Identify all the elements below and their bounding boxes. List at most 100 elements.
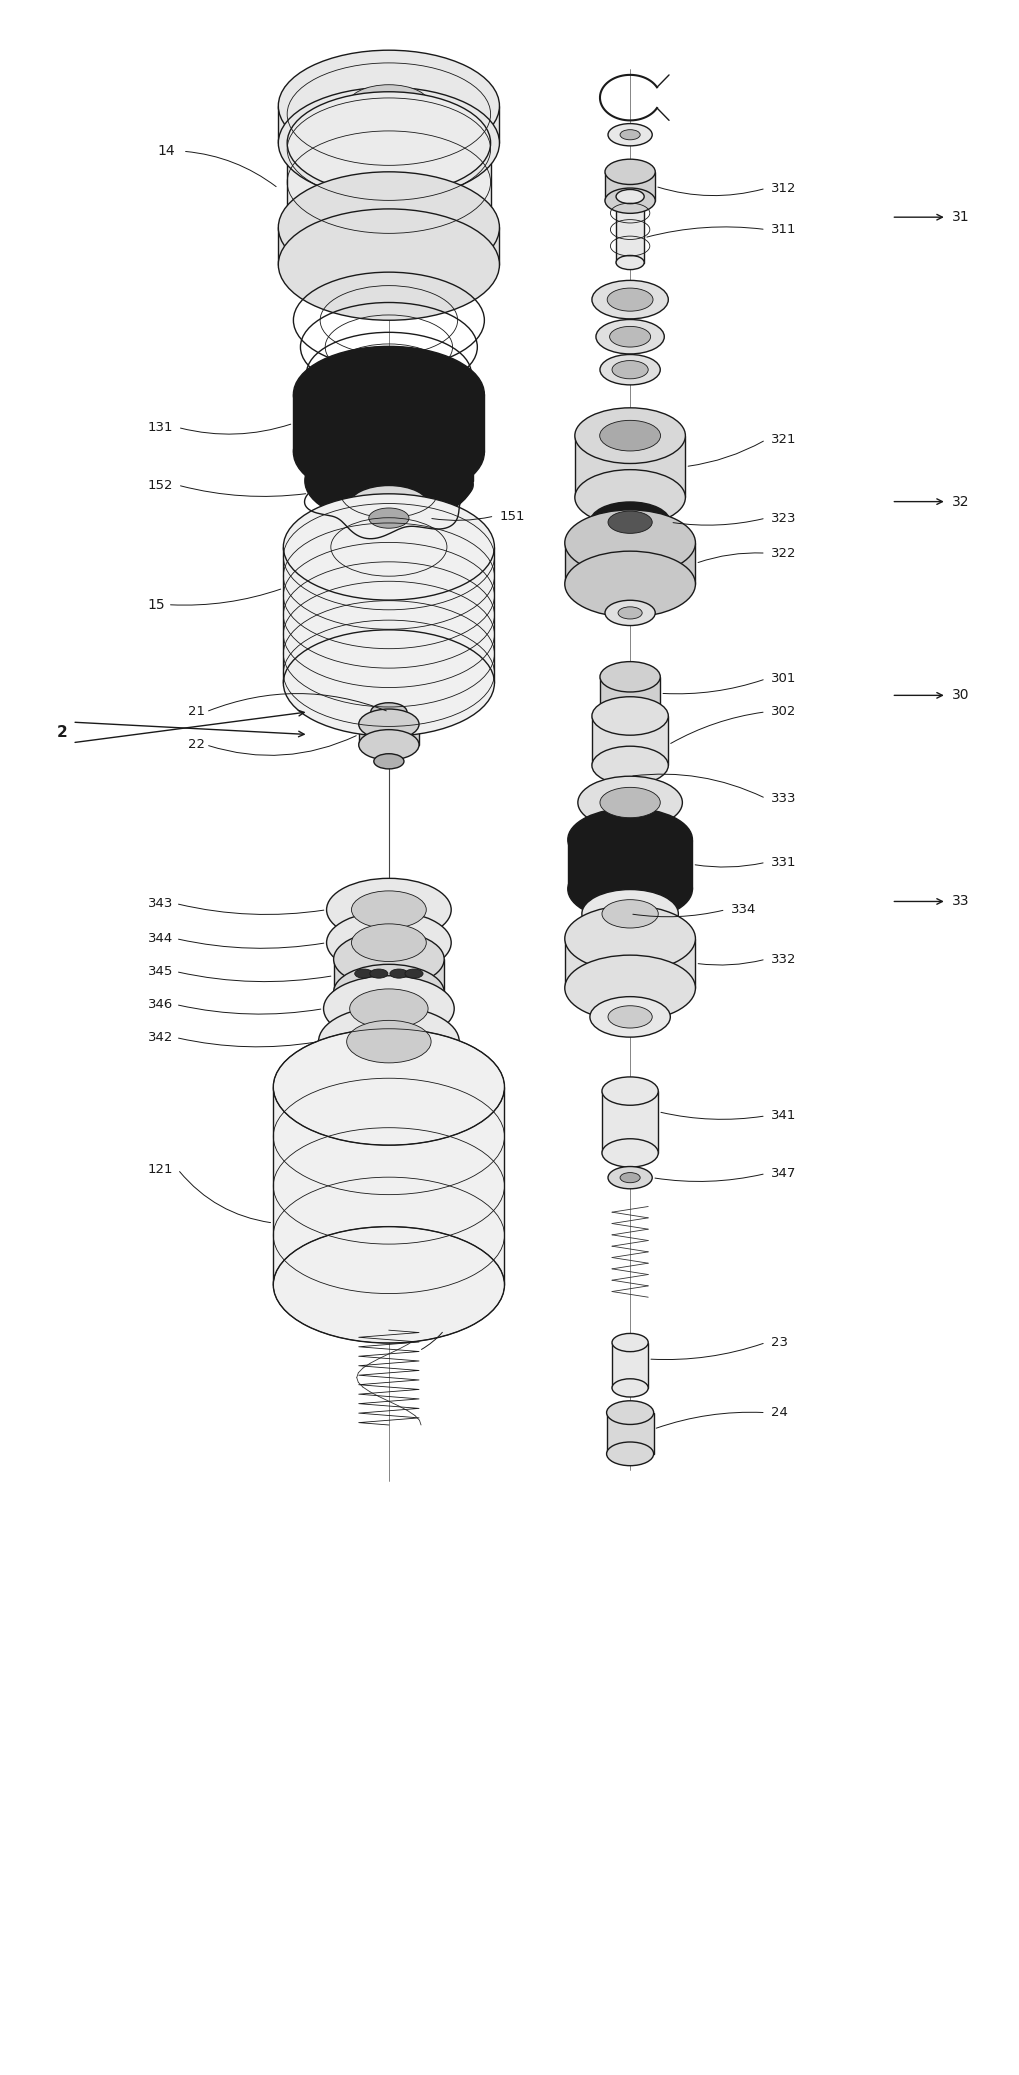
Text: 15: 15: [148, 598, 165, 612]
Ellipse shape: [333, 965, 444, 1021]
Ellipse shape: [324, 975, 454, 1042]
Ellipse shape: [283, 494, 494, 600]
Bar: [359, 724, 419, 745]
Bar: [305, 432, 473, 481]
Bar: [592, 716, 668, 766]
Bar: [575, 436, 686, 498]
Text: 2: 2: [56, 724, 67, 741]
Ellipse shape: [609, 326, 650, 347]
Ellipse shape: [616, 189, 644, 203]
Ellipse shape: [305, 438, 473, 523]
Text: 323: 323: [770, 513, 796, 525]
Ellipse shape: [565, 510, 695, 575]
Ellipse shape: [346, 1021, 431, 1062]
Bar: [348, 506, 429, 531]
Text: 331: 331: [770, 855, 796, 869]
Ellipse shape: [565, 954, 695, 1021]
Text: 343: 343: [148, 896, 173, 911]
Ellipse shape: [592, 747, 668, 784]
Ellipse shape: [346, 85, 431, 127]
Ellipse shape: [348, 486, 429, 525]
Ellipse shape: [602, 1077, 658, 1106]
Ellipse shape: [374, 753, 404, 770]
Ellipse shape: [278, 210, 499, 320]
Ellipse shape: [596, 320, 664, 355]
Text: 345: 345: [148, 965, 173, 977]
Ellipse shape: [592, 280, 668, 320]
Text: 30: 30: [952, 689, 969, 701]
Text: 347: 347: [770, 1166, 796, 1181]
Bar: [278, 106, 499, 143]
Ellipse shape: [612, 361, 648, 380]
Ellipse shape: [278, 87, 499, 199]
Text: 21: 21: [187, 706, 205, 718]
Ellipse shape: [352, 890, 426, 928]
Ellipse shape: [359, 730, 419, 759]
Ellipse shape: [273, 1029, 504, 1145]
Text: 312: 312: [770, 183, 796, 195]
Ellipse shape: [616, 255, 644, 270]
Ellipse shape: [621, 129, 640, 139]
Ellipse shape: [278, 50, 499, 162]
Ellipse shape: [608, 124, 652, 145]
Ellipse shape: [371, 728, 407, 745]
Text: 332: 332: [770, 952, 796, 965]
Ellipse shape: [621, 1172, 640, 1183]
Ellipse shape: [326, 911, 451, 973]
Bar: [278, 228, 499, 266]
Ellipse shape: [578, 776, 683, 828]
Text: 346: 346: [148, 998, 173, 1011]
Ellipse shape: [600, 701, 660, 730]
Ellipse shape: [273, 1226, 504, 1343]
Text: 131: 131: [148, 421, 173, 434]
Bar: [605, 172, 655, 201]
Ellipse shape: [359, 710, 419, 739]
Ellipse shape: [590, 996, 671, 1038]
Text: 321: 321: [770, 434, 796, 446]
Ellipse shape: [352, 923, 426, 961]
Ellipse shape: [602, 1139, 658, 1166]
Text: 322: 322: [770, 546, 796, 560]
Text: 152: 152: [148, 479, 173, 492]
Ellipse shape: [606, 1401, 653, 1423]
Ellipse shape: [600, 662, 660, 691]
Text: 23: 23: [770, 1336, 788, 1349]
Ellipse shape: [600, 421, 660, 450]
Ellipse shape: [283, 631, 494, 737]
Text: 344: 344: [148, 932, 173, 944]
Bar: [565, 544, 695, 583]
Bar: [606, 1413, 653, 1455]
Ellipse shape: [293, 347, 484, 442]
Ellipse shape: [287, 176, 490, 278]
Ellipse shape: [602, 901, 658, 928]
Ellipse shape: [590, 502, 671, 542]
Ellipse shape: [612, 1334, 648, 1351]
Ellipse shape: [568, 857, 693, 921]
Bar: [333, 959, 444, 992]
Ellipse shape: [278, 172, 499, 282]
Ellipse shape: [605, 160, 655, 185]
Ellipse shape: [287, 91, 490, 195]
Text: 302: 302: [770, 706, 796, 718]
Ellipse shape: [405, 969, 423, 977]
Ellipse shape: [607, 288, 653, 311]
Ellipse shape: [592, 697, 668, 735]
Text: 342: 342: [148, 1031, 173, 1044]
Ellipse shape: [370, 969, 388, 977]
Bar: [612, 1343, 648, 1388]
Text: 341: 341: [770, 1110, 796, 1123]
Text: 121: 121: [148, 1162, 173, 1177]
Text: 311: 311: [770, 222, 796, 237]
Ellipse shape: [606, 1442, 653, 1465]
Bar: [600, 676, 660, 716]
Ellipse shape: [568, 809, 693, 872]
Text: 334: 334: [731, 903, 756, 917]
Ellipse shape: [575, 469, 686, 525]
Ellipse shape: [575, 409, 686, 463]
Text: 151: 151: [499, 510, 525, 523]
Ellipse shape: [390, 969, 408, 977]
Bar: [273, 1087, 504, 1284]
Text: 32: 32: [952, 494, 969, 508]
Ellipse shape: [605, 600, 655, 625]
Bar: [293, 394, 484, 452]
